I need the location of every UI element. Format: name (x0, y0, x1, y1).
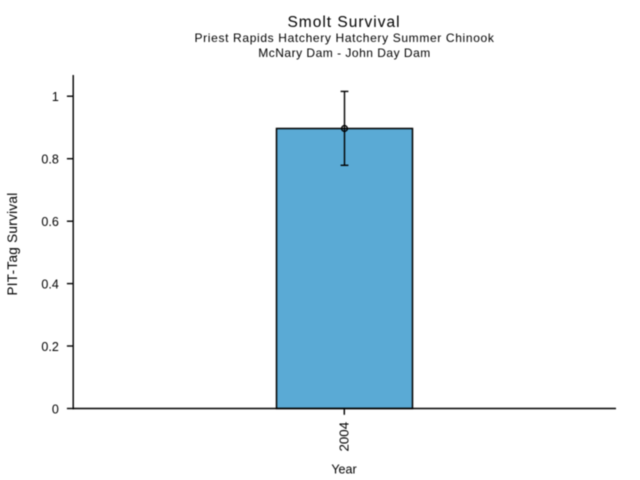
svg-text:Priest Rapids Hatchery Hatcher: Priest Rapids Hatchery Hatchery Summer C… (195, 31, 495, 45)
svg-text:0: 0 (52, 402, 59, 416)
svg-text:0.8: 0.8 (41, 153, 58, 167)
svg-text:0.2: 0.2 (41, 340, 58, 354)
svg-text:Year: Year (331, 463, 356, 477)
svg-text:1: 1 (52, 90, 59, 104)
svg-text:0.6: 0.6 (41, 215, 58, 229)
svg-text:PIT-Tag Survival: PIT-Tag Survival (5, 192, 20, 295)
svg-text:0.4: 0.4 (41, 277, 58, 291)
svg-text:2004: 2004 (337, 422, 352, 452)
svg-text:Smolt Survival: Smolt Survival (287, 14, 400, 31)
svg-text:McNary Dam - John Day Dam: McNary Dam - John Day Dam (258, 46, 431, 60)
